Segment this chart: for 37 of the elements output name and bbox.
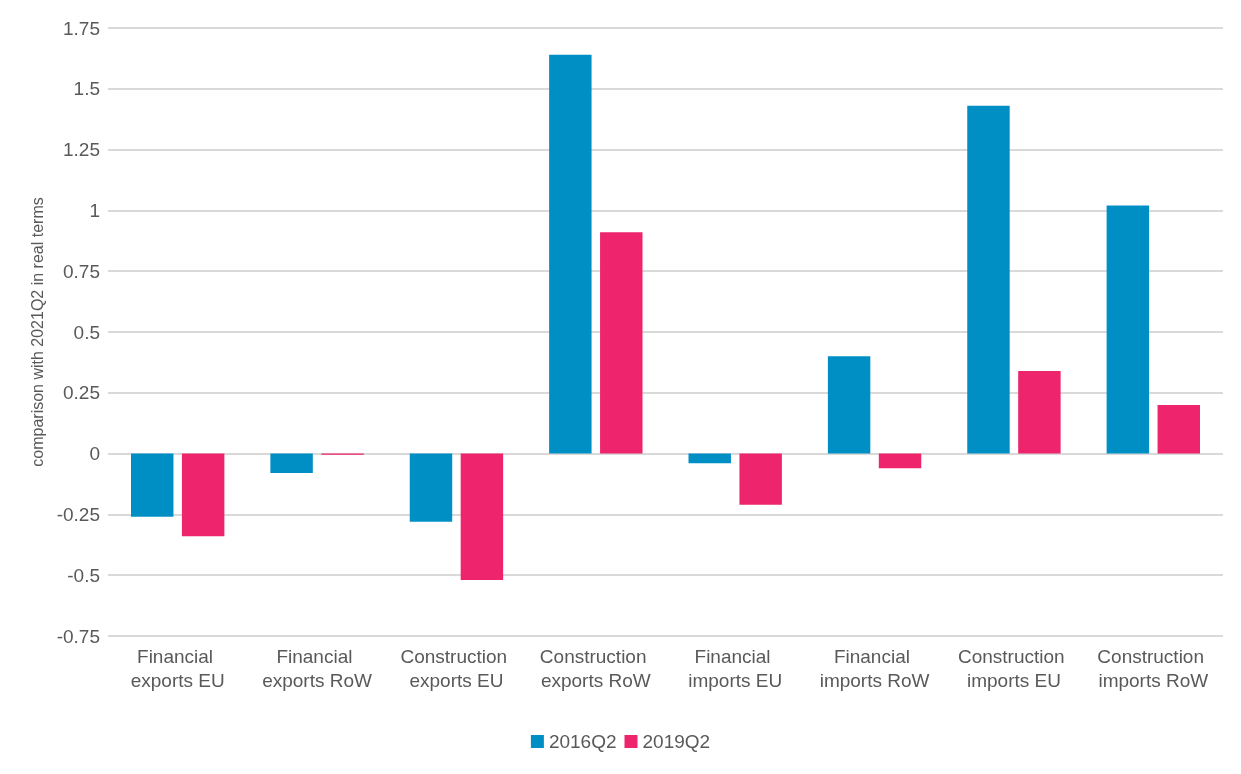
bar (270, 453, 313, 474)
y-tick-label: 1 (89, 199, 100, 221)
bar (967, 105, 1010, 454)
bar (688, 453, 731, 464)
x-tick-label: Construction exports EU (400, 645, 513, 691)
bar (409, 453, 453, 522)
y-tick-label: 0.75 (63, 260, 100, 282)
y-tick-label: 1.5 (73, 78, 100, 100)
y-tick-label: -0.75 (56, 625, 100, 647)
y-tick-label: 0.5 (73, 321, 100, 343)
bar (549, 54, 592, 454)
y-tick-label: 0.25 (63, 382, 100, 404)
bar (1157, 404, 1200, 454)
bar (827, 356, 871, 454)
x-tick-label: Financial imports RoW (819, 645, 930, 691)
bar (181, 453, 225, 537)
bar (600, 232, 643, 454)
x-tick-label: Financial exports EU (130, 645, 225, 691)
x-tick-label: Construction exports RoW (539, 645, 652, 691)
x-tick-label: Construction imports RoW (1097, 645, 1210, 691)
y-tick-label: 0 (89, 443, 100, 465)
y-axis-title: comparison with 2021Q2 in real terms (29, 197, 47, 467)
x-tick-label: Financial imports EU (688, 645, 783, 691)
x-tick-label: Construction imports EU (957, 645, 1070, 691)
bar (460, 453, 504, 581)
bar (1106, 205, 1150, 454)
legend-label: 2019Q2 (642, 731, 711, 752)
y-tick-label: -0.25 (56, 503, 100, 525)
legend-label: 2016Q2 (548, 731, 617, 752)
y-tick-label: -0.5 (67, 564, 100, 586)
y-tick-label: 1.75 (63, 17, 100, 39)
bar (739, 453, 782, 505)
bar (131, 453, 174, 517)
bar (878, 453, 922, 469)
bar (1018, 370, 1061, 454)
x-tick-label: Financial exports RoW (262, 645, 373, 691)
y-tick-label: 1.25 (63, 139, 100, 161)
